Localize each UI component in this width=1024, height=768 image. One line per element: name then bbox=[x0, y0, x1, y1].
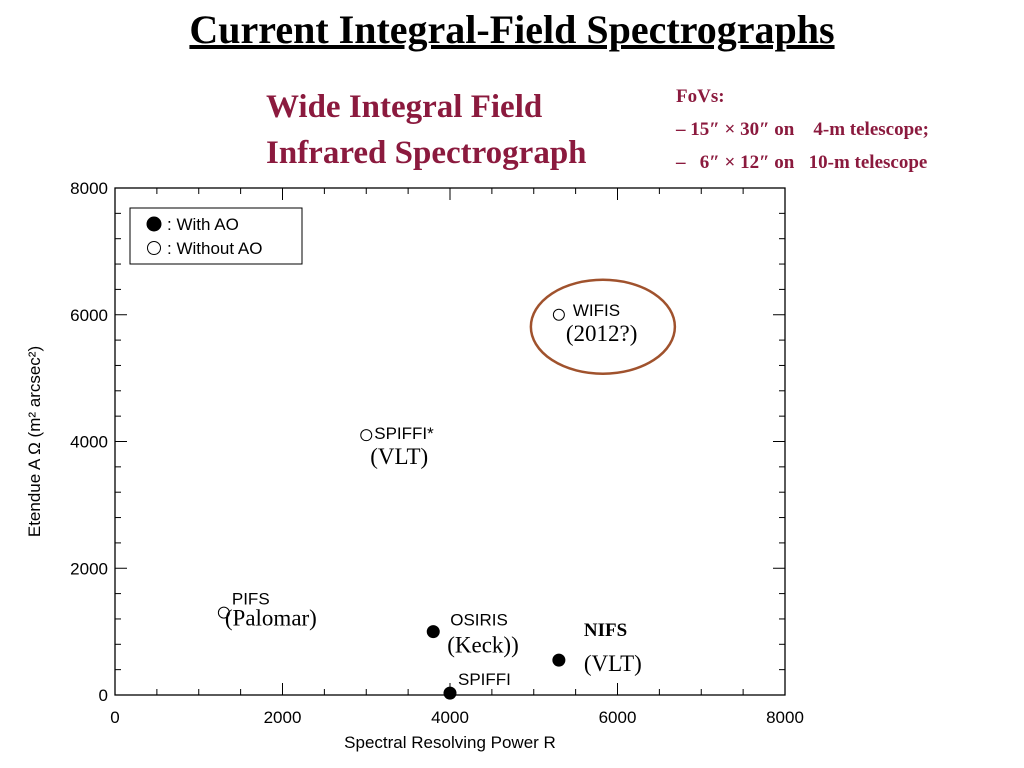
data-points: WIFIS(2012?)SPIFFI*(VLT)PIFS(Palomar) OSI… bbox=[217, 278, 677, 700]
point-note-spiffi: (VLT) bbox=[370, 444, 428, 469]
point-label-osiris: OSIRIS bbox=[450, 611, 508, 630]
legend-marker-open bbox=[147, 241, 161, 255]
fov-heading: FoVs: bbox=[676, 86, 725, 107]
x-tick-label: 2000 bbox=[264, 708, 302, 727]
y-tick-label: 4000 bbox=[70, 433, 108, 452]
fov-line-1: – 15″ × 30″ on 4-m telescope; bbox=[676, 119, 929, 140]
instrument-subtitle: Wide Integral Field Infrared Spectrograp… bbox=[266, 84, 666, 176]
legend-label: : Without AO bbox=[167, 239, 262, 258]
fov-line-2: – 6″ × 12″ on 10-m telescope bbox=[676, 152, 928, 173]
point-note-nifs: (VLT) bbox=[584, 651, 642, 676]
x-axis-label: Spectral Resolving Power R bbox=[344, 733, 556, 752]
point-note-wifis: (2012?) bbox=[566, 321, 638, 346]
x-tick-label: 4000 bbox=[431, 708, 469, 727]
point-nifs bbox=[552, 653, 566, 667]
legend-box bbox=[129, 207, 303, 265]
x-axis: 0 2000 4000 6000 8000 bbox=[110, 188, 804, 727]
point-label-wifis: WIFIS bbox=[573, 301, 620, 320]
point-label-pifs: PIFS bbox=[232, 590, 270, 609]
y-tick-label: 8000 bbox=[70, 179, 108, 198]
slide-title: Current Integral-Field Spectrographs bbox=[189, 7, 835, 52]
y-tick-label: 2000 bbox=[70, 559, 108, 578]
point-pifs bbox=[217, 606, 230, 619]
x-tick-label: 6000 bbox=[599, 708, 637, 727]
subtitle-line-1: Wide Integral Field bbox=[266, 89, 543, 125]
legend: : With AO : Without AO bbox=[129, 207, 303, 265]
point-spiffi bbox=[443, 686, 457, 700]
point-note-osiris: (Keck)) bbox=[447, 633, 519, 658]
highlight-ellipse bbox=[529, 278, 677, 375]
x-tick-label: 8000 bbox=[766, 708, 804, 727]
y-axis-label: Etendue A Ω (m² arcsec²) bbox=[25, 346, 44, 537]
legend-label: : With AO bbox=[167, 215, 239, 234]
point-label-nifs: NIFS bbox=[584, 620, 627, 641]
legend-marker-filled bbox=[146, 216, 162, 232]
fov-notes: FoVs: – 15″ × 30″ on 4-m telescope; – 6″… bbox=[676, 80, 1021, 179]
y-tick-label: 6000 bbox=[70, 306, 108, 325]
y-tick-label: 0 bbox=[99, 686, 108, 705]
point-label-spiffi: SPIFFI bbox=[458, 670, 511, 689]
point-osiris bbox=[426, 625, 440, 639]
point-label-spiffi: SPIFFI* bbox=[374, 424, 434, 443]
point-spiffi bbox=[360, 429, 373, 442]
point-note-pifs: (Palomar) bbox=[225, 606, 317, 631]
x-tick-label: 0 bbox=[110, 708, 119, 727]
subtitle-line-2: Infrared Spectrograph bbox=[266, 135, 587, 171]
point-wifis bbox=[552, 308, 565, 321]
y-axis: 0 2000 4000 6000 8000 bbox=[70, 179, 785, 705]
